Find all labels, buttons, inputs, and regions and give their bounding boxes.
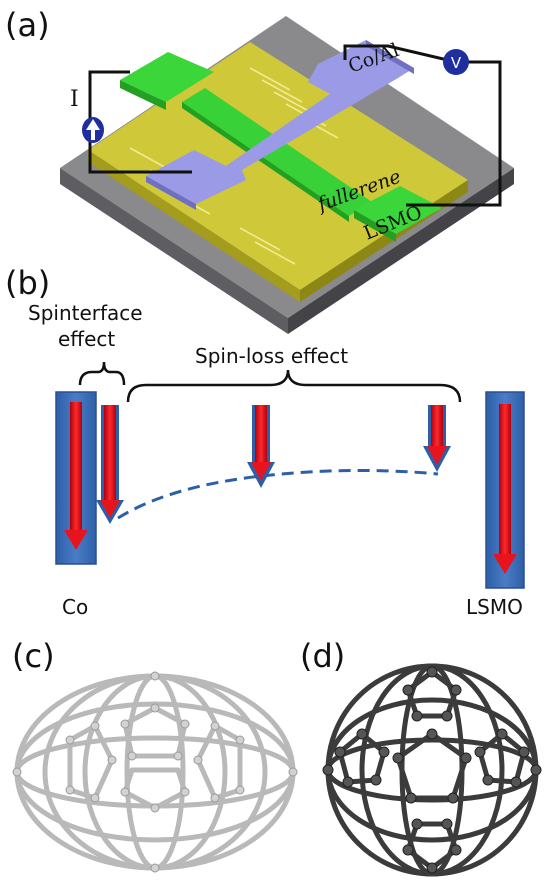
spin-arrow-interface [96, 405, 124, 524]
panel-c: (c) [12, 637, 298, 873]
panel-a: (a) [5, 6, 514, 334]
panel-a-label: (a) [5, 6, 50, 44]
panel-d-label: (d) [300, 637, 345, 675]
voltmeter-icon: V [443, 49, 469, 75]
lsmo-electrode [485, 391, 525, 589]
current-source-icon [82, 117, 104, 143]
spin-decay-curve [117, 468, 439, 520]
co-label: Co [62, 595, 88, 619]
green-pad-bottom [354, 186, 442, 242]
c60-atoms [322, 666, 542, 874]
spin-loss-label: Spin-loss effect [195, 344, 348, 368]
spinterface-label-line2: effect [58, 327, 115, 351]
spin-arrow-middle [247, 405, 275, 488]
lsmo-label-b: LSMO [466, 595, 523, 619]
panel-b: (b) Spinterface effect Spin-loss effect [5, 264, 525, 619]
co-al-electrode [146, 40, 414, 210]
lsmo-strip [182, 88, 372, 222]
current-label: I [70, 87, 79, 112]
spin-loss-brace [126, 369, 462, 403]
voltmeter-symbol: V [451, 54, 462, 72]
c70-atoms [12, 671, 298, 873]
panel-b-label: (b) [5, 264, 50, 302]
panel-d: (d) [300, 637, 542, 877]
spinterface-label-line1: Spinterface [28, 301, 143, 325]
co-electrode [55, 391, 97, 565]
spinterface-brace [78, 361, 126, 386]
c60-molecule [325, 663, 539, 877]
spin-arrow-right [423, 405, 451, 472]
panel-c-label: (c) [12, 637, 55, 675]
green-pad-top [120, 52, 214, 110]
